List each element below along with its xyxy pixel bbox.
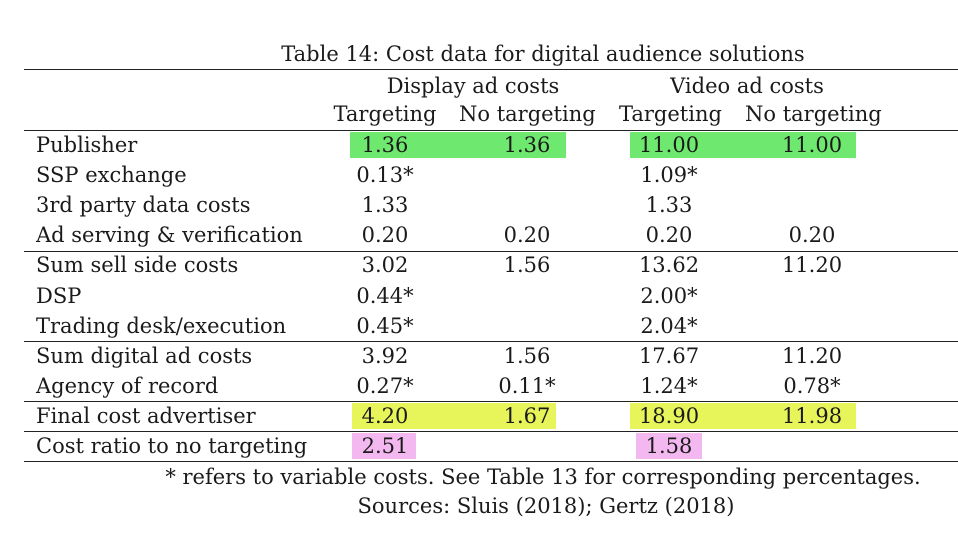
table-cell: 4.20	[361, 404, 409, 428]
table-footnote: * refers to variable costs. See Table 13…	[165, 465, 921, 489]
table-cell: 0.78*	[783, 374, 841, 398]
table-cell: 0.45*	[356, 314, 414, 338]
col-header-display-targeting: Targeting	[333, 102, 437, 126]
row-label: Ad serving & verification	[36, 223, 303, 247]
rule-top	[24, 69, 958, 70]
highlight-final-display	[352, 403, 556, 429]
table-cell: 18.90	[638, 404, 700, 428]
table-cell: 0.13*	[356, 163, 414, 187]
row-label: Sum sell side costs	[36, 253, 239, 277]
group-header-video: Video ad costs	[670, 74, 824, 98]
table-cell: 1.67	[503, 404, 551, 428]
table-cell: 13.62	[638, 253, 700, 277]
table-cell: 1.56	[503, 344, 551, 368]
col-header-video-targeting: Targeting	[619, 102, 722, 126]
table-cell: 3.02	[361, 253, 409, 277]
table-cell: 1.33	[645, 193, 693, 217]
rule-sell-side	[24, 251, 958, 252]
row-label: SSP exchange	[36, 163, 187, 187]
row-label: Sum digital ad costs	[36, 344, 253, 368]
rule-header	[24, 130, 958, 131]
table-caption: Table 14: Cost data for digital audience…	[281, 42, 805, 66]
table-cell: 11.20	[781, 253, 843, 277]
highlight-final-video	[630, 403, 856, 429]
col-header-video-no-targeting: No targeting	[745, 102, 882, 126]
col-header-display-no-targeting: No targeting	[459, 102, 596, 126]
row-label: Trading desk/execution	[36, 314, 287, 338]
row-label: Cost ratio to no targeting	[36, 434, 308, 458]
table-cell: 11.00	[638, 133, 700, 157]
highlight-ratio-video	[636, 433, 702, 459]
table-cell: 1.09*	[640, 163, 698, 187]
table-cell: 0.20	[645, 223, 693, 247]
row-label: Agency of record	[36, 374, 219, 398]
highlight-ratio-display	[352, 433, 416, 459]
table-cell: 11.98	[781, 404, 843, 428]
highlight-publisher-display	[350, 132, 566, 158]
highlight-publisher-video	[630, 132, 856, 158]
table-cell: 1.56	[503, 253, 551, 277]
table-cell: 17.67	[638, 344, 700, 368]
rule-bottom	[24, 461, 958, 462]
table-cell: 1.33	[361, 193, 409, 217]
row-label: Final cost advertiser	[36, 404, 256, 428]
table-cell: 11.00	[781, 133, 843, 157]
row-label: DSP	[36, 284, 82, 308]
table-cell: 2.00*	[640, 284, 698, 308]
rule-ratio	[24, 431, 958, 432]
table-cell: 0.11*	[498, 374, 556, 398]
table-cell: 2.51	[361, 434, 409, 458]
table-cell: 1.36	[503, 133, 551, 157]
table-cell: 3.92	[361, 344, 409, 368]
table-cell: 1.36	[361, 133, 409, 157]
table-cell: 1.24*	[640, 374, 698, 398]
table-cell: 0.20	[361, 223, 409, 247]
table-cell: 0.44*	[356, 284, 414, 308]
row-label: 3rd party data costs	[36, 193, 251, 217]
table-cell: 2.04*	[640, 314, 698, 338]
rule-final	[24, 401, 958, 402]
table-cell: 0.27*	[356, 374, 414, 398]
table-sources: Sources: Sluis (2018); Gertz (2018)	[357, 494, 735, 518]
table-cell: 11.20	[781, 344, 843, 368]
group-header-display: Display ad costs	[386, 74, 560, 98]
row-label: Publisher	[36, 133, 138, 157]
table-cell: 1.58	[645, 434, 693, 458]
rule-digital	[24, 341, 958, 342]
table-cell: 0.20	[503, 223, 551, 247]
table-cell: 0.20	[788, 223, 836, 247]
